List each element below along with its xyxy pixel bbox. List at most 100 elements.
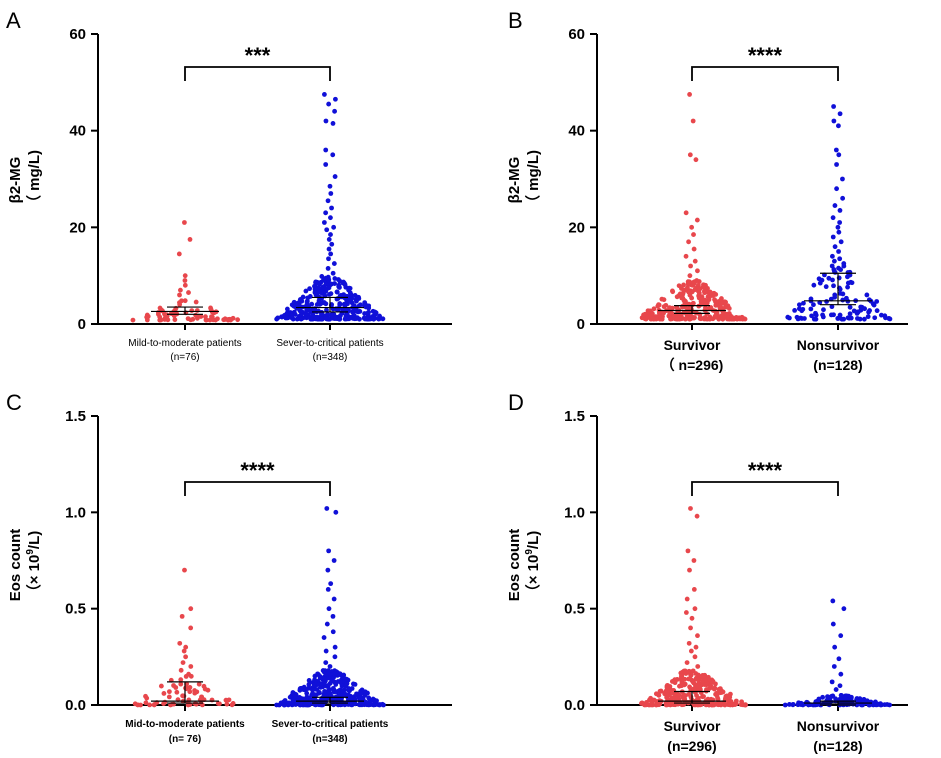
data-point (161, 701, 167, 706)
data-point (721, 309, 726, 315)
data-point (331, 224, 337, 230)
data-point (837, 256, 843, 262)
data-point (193, 312, 199, 318)
data-point (362, 300, 368, 306)
data-point (343, 683, 349, 689)
data-point (685, 548, 691, 554)
data-point (833, 687, 839, 692)
data-point (674, 294, 680, 300)
series-2-summary (296, 296, 364, 313)
data-point (287, 694, 293, 700)
data-point (362, 693, 368, 698)
data-point (865, 314, 871, 320)
y-tick-label: 0.5 (564, 601, 585, 618)
data-point (174, 689, 180, 695)
data-point (328, 215, 333, 221)
data-point (837, 220, 843, 225)
data-point (870, 301, 876, 307)
data-point (338, 313, 343, 318)
data-point (659, 296, 665, 302)
data-point (332, 281, 337, 286)
data-point (683, 253, 689, 259)
data-point (337, 278, 343, 284)
data-point (649, 699, 655, 705)
data-point (144, 314, 150, 320)
data-point (290, 690, 296, 695)
data-point (178, 677, 184, 683)
data-point (830, 277, 835, 283)
data-point (327, 664, 333, 669)
data-point (667, 701, 673, 707)
series-1-points (132, 567, 236, 708)
data-point (738, 316, 744, 321)
data-point (294, 316, 300, 322)
data-point (331, 261, 337, 266)
data-point (187, 689, 193, 695)
y-axis-label: β2-MG （ mg/L) (7, 150, 43, 210)
data-point (831, 664, 837, 669)
data-point (689, 224, 695, 230)
data-point (830, 621, 836, 627)
data-point (321, 220, 327, 225)
data-point (836, 123, 841, 129)
data-point (837, 312, 843, 318)
data-point (209, 314, 214, 320)
data-point (282, 698, 288, 703)
data-point (306, 678, 312, 683)
data-point (285, 310, 291, 316)
data-point (657, 688, 663, 694)
data-point (692, 654, 698, 660)
y-axis-label: Eos count （× 109/L) (7, 529, 43, 602)
category-n-label: (n=76) (170, 352, 199, 363)
data-point (344, 701, 350, 707)
data-point (838, 692, 844, 698)
category-label: Survivor (664, 718, 721, 734)
data-point (683, 210, 689, 216)
data-point (323, 648, 329, 654)
data-point (180, 660, 186, 666)
data-point (695, 633, 700, 639)
data-point (346, 287, 352, 293)
data-point (308, 308, 314, 314)
data-point (380, 701, 385, 707)
data-point (688, 672, 694, 678)
data-point (309, 301, 315, 307)
data-point (189, 308, 195, 313)
y-tick-label: 0 (577, 316, 585, 333)
data-point (182, 282, 188, 288)
data-point (829, 304, 835, 310)
data-point (130, 317, 136, 323)
data-point (324, 227, 330, 233)
data-point (372, 697, 378, 703)
data-point (813, 310, 818, 316)
data-point (318, 289, 324, 295)
significance-stars: **** (240, 458, 275, 483)
data-point (834, 162, 839, 167)
data-point (366, 303, 372, 309)
data-point (831, 118, 837, 124)
data-point (705, 285, 710, 291)
data-point (338, 679, 344, 685)
data-point (714, 690, 720, 696)
data-point (322, 688, 327, 694)
data-point (785, 314, 791, 320)
data-point (164, 313, 170, 319)
data-point (305, 700, 311, 706)
data-point (857, 316, 863, 322)
data-point (341, 279, 346, 285)
data-point (332, 654, 338, 660)
data-point (690, 300, 696, 306)
data-point (337, 316, 343, 322)
data-point (326, 101, 332, 107)
category-label: Survivor (664, 337, 721, 353)
data-point (309, 687, 315, 693)
data-point (697, 312, 703, 317)
data-point (332, 108, 337, 114)
data-point (166, 689, 172, 695)
data-point (179, 613, 185, 619)
data-point (656, 302, 661, 308)
data-point (686, 239, 691, 245)
data-point (156, 310, 161, 315)
data-point (697, 286, 703, 292)
data-point (203, 317, 209, 323)
